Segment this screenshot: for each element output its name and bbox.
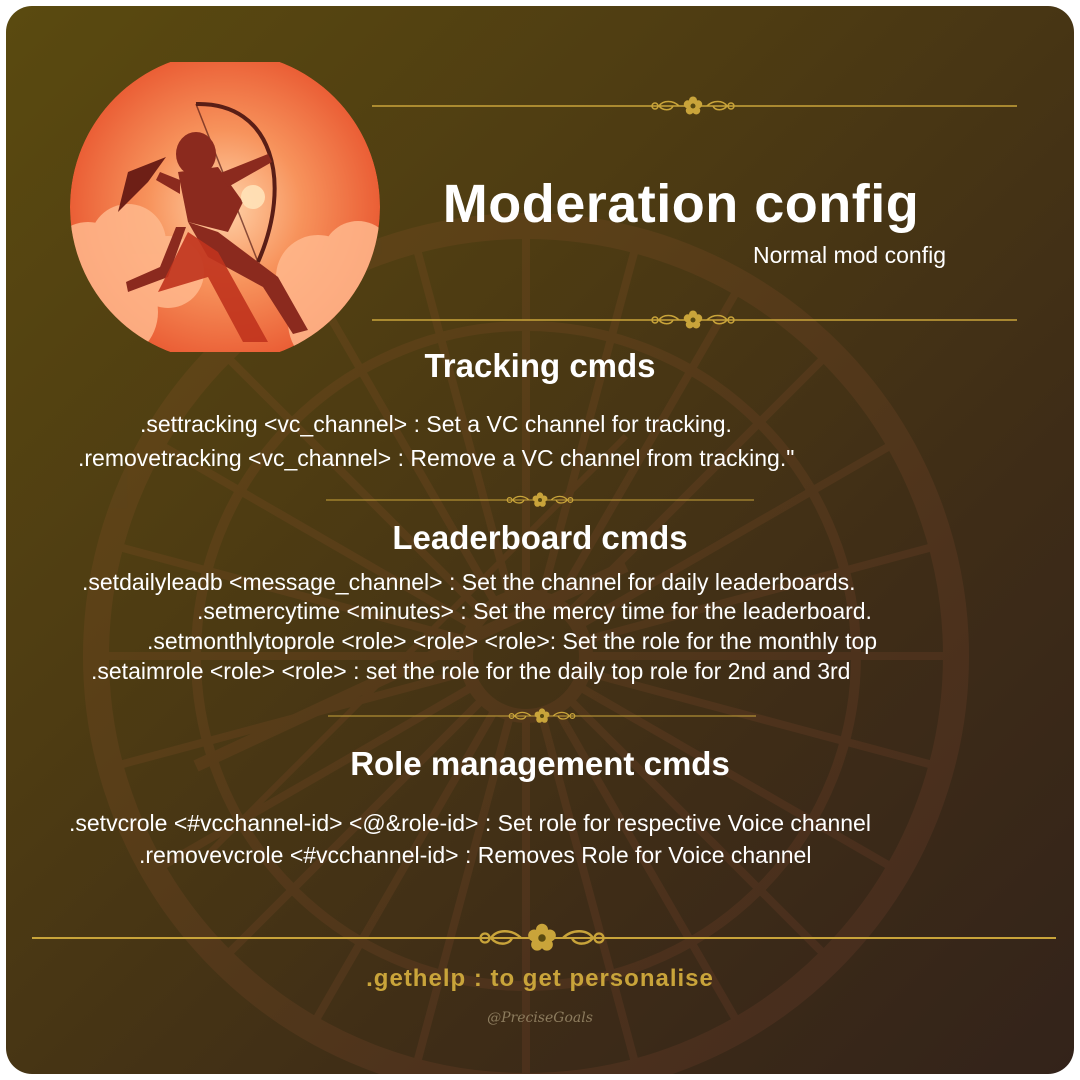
flower-ornament-icon — [372, 310, 1017, 329]
command-line: .setmonthlytoprole <role> <role> <role>:… — [147, 628, 878, 654]
command-line: .settracking <vc_channel> : Set a VC cha… — [140, 411, 732, 437]
command-line: .setaimrole <role> <role> : set the role… — [91, 658, 851, 684]
archer-avatar — [70, 62, 380, 352]
flower-ornament-icon — [328, 708, 756, 723]
command-line: .setvcrole <#vcchannel-id> <@&role-id> :… — [69, 810, 871, 836]
flower-ornament-icon — [32, 923, 1056, 951]
section-heading-role-management: Role management cmds — [350, 745, 730, 782]
footer-help-text: .gethelp : to get personalise — [366, 965, 714, 992]
command-line: .removetracking <vc_channel> : Remove a … — [78, 445, 795, 471]
page-title: Moderation config — [442, 174, 920, 234]
page-subtitle: Normal mod config — [752, 242, 946, 268]
section-heading-tracking: Tracking cmds — [424, 347, 656, 384]
card: Moderation config Normal mod config Trac… — [6, 6, 1074, 1074]
signature: @PreciseGoals — [487, 1010, 593, 1026]
flower-ornament-icon — [372, 96, 1017, 115]
section-heading-leaderboard: Leaderboard cmds — [392, 519, 688, 556]
flower-ornament-icon — [326, 492, 754, 507]
command-line: .setdailyleadb <message_channel> : Set t… — [82, 569, 856, 595]
command-line: .removevcrole <#vcchannel-id> : Removes … — [139, 842, 812, 868]
command-line: .setmercytime <minutes> : Set the mercy … — [197, 598, 872, 624]
